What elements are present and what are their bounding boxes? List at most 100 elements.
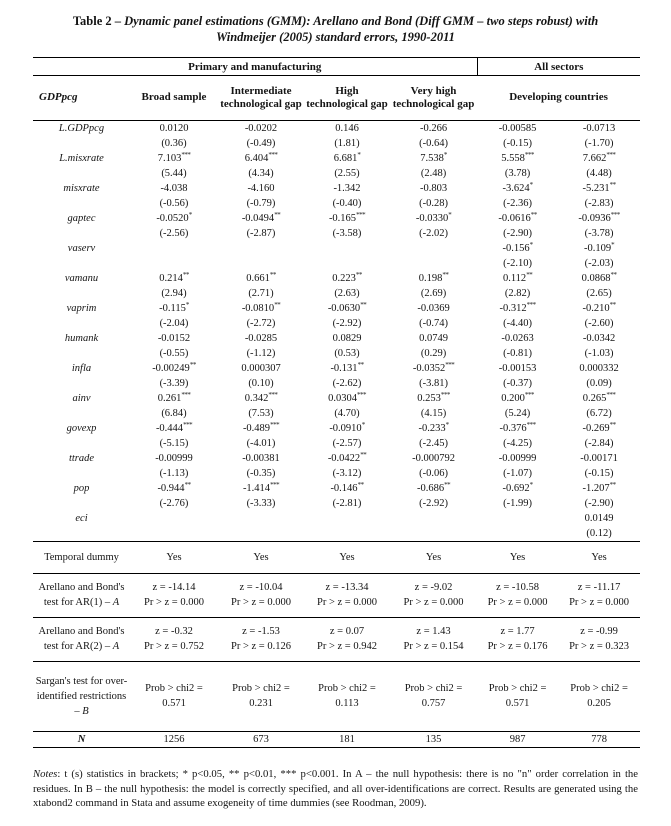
coefficient-value: -0.444*** xyxy=(155,421,193,435)
t-statistic: (-1.13) xyxy=(159,468,189,479)
estimate-cell: -1.342 (-0.40) xyxy=(304,181,390,211)
coefficient-value: 0.198** xyxy=(418,271,449,285)
coefficient-value: 0.0749 xyxy=(419,333,448,344)
t-statistic: (-2.90) xyxy=(503,228,532,239)
estimate-cell: -0.489*** (-4.01) xyxy=(218,421,304,451)
t-statistic: (-0.49) xyxy=(246,138,276,149)
coefficient-value: 7.538* xyxy=(420,151,447,165)
estimate-cell: -0.0910* (-2.57) xyxy=(304,421,390,451)
variable-label: vaprim xyxy=(66,303,97,314)
coefficient-value: 0.146 xyxy=(335,123,359,134)
coefficient-value: 6.681* xyxy=(333,151,361,165)
notes-label: Notes xyxy=(33,768,58,780)
coefficient-value: 5.558*** xyxy=(501,151,534,165)
estimation-table: Primary and manufacturing All sectors GD… xyxy=(33,57,641,748)
coefficient-value: -5.231** xyxy=(582,181,617,195)
test-value-cell: z = -14.14 Pr > z = 0.000 xyxy=(130,573,218,618)
ar1-test-row: Arellano and Bond's test for AR(1) – A z… xyxy=(33,573,641,618)
estimate-cell: 0.261*** (6.84) xyxy=(130,391,218,421)
estimate-cell: -0.00585 (-0.15) xyxy=(477,121,558,152)
estimate-cell: -0.0352*** (-3.81) xyxy=(390,361,477,391)
estimate-cell: -4.160 (-0.79) xyxy=(218,181,304,211)
t-statistic: (-4.01) xyxy=(246,438,276,449)
t-statistic: (2.55) xyxy=(334,168,360,179)
temporal-dummy-row: Temporal dummy Yes Yes Yes Yes Yes Yes xyxy=(33,541,641,574)
t-statistic: (2.65) xyxy=(586,288,612,299)
variable-row: humank -0.0152 (-0.55) -0.0285 (-1.12) 0.0829… xyxy=(33,331,640,361)
t-statistic: (-2.10) xyxy=(503,258,532,269)
t-statistic: (-3.78) xyxy=(584,228,614,239)
coefficient-value: 0.223** xyxy=(332,271,362,285)
test-value-cell: z = -0.32 Pr > z = 0.752 xyxy=(130,617,218,662)
coefficient-value xyxy=(390,241,477,256)
t-statistic: (-2.03) xyxy=(584,258,614,269)
coefficient-value: -0.0202 xyxy=(244,123,278,134)
table-title-prefix: Table 2 – xyxy=(72,14,125,28)
t-statistic: (-1.99) xyxy=(503,498,532,509)
coefficient-value: -0.131** xyxy=(330,361,364,375)
coefficient-value: -4.038 xyxy=(160,183,188,194)
t-statistic: (6.72) xyxy=(586,408,612,419)
estimate-cell xyxy=(390,241,477,271)
variable-row: L.GDPpcg 0.0120 (0.36) -0.0202 (-0.49) 0.146 (… xyxy=(33,121,640,152)
estimate-cell: -0.0713 (-1.70) xyxy=(558,121,640,152)
estimate-cell: 0.200*** (5.24) xyxy=(477,391,558,421)
test-value-cell: z = -9.02 Pr > z = 0.000 xyxy=(390,573,478,618)
coefficient-value: -0.944** xyxy=(157,481,191,495)
coefficient-value: -0.0422** xyxy=(327,451,367,465)
t-statistic: (-1.07) xyxy=(503,468,532,479)
t-statistic: (-2.83) xyxy=(584,198,614,209)
temporal-dummy-label: Temporal dummy xyxy=(33,541,130,574)
coefficient-value: 0.253*** xyxy=(417,391,450,405)
t-statistic: (0.53) xyxy=(334,348,360,359)
t-statistic: (-0.40) xyxy=(332,198,362,209)
variable-label: L.misxrate xyxy=(59,153,104,164)
t-statistic: (5.44) xyxy=(161,168,187,179)
group-header-all-sectors: All sectors xyxy=(477,57,641,76)
estimate-cell: 0.0120 (0.36) xyxy=(130,121,218,152)
estimate-cell: -1.207** (-2.90) xyxy=(558,481,640,511)
variable-row: gaptec -0.0520* (-2.56) -0.0494** (-2.87) -0.… xyxy=(33,211,640,241)
t-statistic: (-0.06) xyxy=(419,468,448,479)
t-statistic: (2.69) xyxy=(420,288,447,299)
estimate-cell: 0.0829 (0.53) xyxy=(304,331,390,361)
coefficient-value xyxy=(130,241,218,256)
t-statistic: (4.34) xyxy=(248,168,274,179)
estimate-cell: -0.269** (-2.84) xyxy=(558,421,640,451)
test-value-cell: z = 0.07 Pr > z = 0.942 xyxy=(304,617,390,662)
coefficient-value xyxy=(218,511,304,526)
estimate-cell: -0.00171 (-0.15) xyxy=(558,451,640,481)
coefficient-value: 0.0304*** xyxy=(328,391,366,405)
coefficient-value: -0.0494** xyxy=(241,211,281,225)
estimate-cell: -0.686** (-2.92) xyxy=(390,481,477,511)
estimate-cell xyxy=(218,511,304,542)
coefficient-value: 7.103*** xyxy=(157,151,191,165)
coefficient-value: -0.210** xyxy=(582,301,617,315)
test-value-cell: 778 xyxy=(558,731,641,748)
estimate-cell: -0.115* (-2.04) xyxy=(130,301,218,331)
t-statistic: (2.63) xyxy=(334,288,360,299)
coefficient-value: -0.00381 xyxy=(242,453,280,464)
t-statistic: (-2.90) xyxy=(584,498,614,509)
t-statistic: (-0.15) xyxy=(584,468,614,479)
t-statistic: (-4.40) xyxy=(503,318,532,329)
sargan-test-row: Sargan's test for over-identified restri… xyxy=(33,661,641,732)
coefficient-value: -0.376*** xyxy=(499,421,537,435)
coefficient-value xyxy=(218,241,304,256)
test-value-cell: Prob > chi2 = 0.571 xyxy=(130,661,218,732)
ar2-test-row: Arellano and Bond's test for AR(2) – A z… xyxy=(33,617,641,662)
observations-row: N 1256 673 181 135 987 778 xyxy=(33,731,641,748)
estimate-cell: 6.681* (2.55) xyxy=(304,151,390,181)
estimate-cell: -0.803 (-0.28) xyxy=(390,181,477,211)
estimate-cell: 5.558*** (3.78) xyxy=(477,151,558,181)
t-statistic: (6.84) xyxy=(161,408,187,419)
t-statistic: (1.81) xyxy=(334,138,360,149)
estimate-cell: -3.624* (-2.36) xyxy=(477,181,558,211)
t-statistic: (-0.28) xyxy=(419,198,448,209)
estimate-cell: 6.404*** (4.34) xyxy=(218,151,304,181)
t-statistic: (-3.58) xyxy=(332,228,362,239)
coefficient-value xyxy=(477,511,558,526)
variable-label: eci xyxy=(75,513,88,524)
coefficient-value: -0.489*** xyxy=(242,421,280,435)
t-statistic: (-0.15) xyxy=(503,138,532,149)
